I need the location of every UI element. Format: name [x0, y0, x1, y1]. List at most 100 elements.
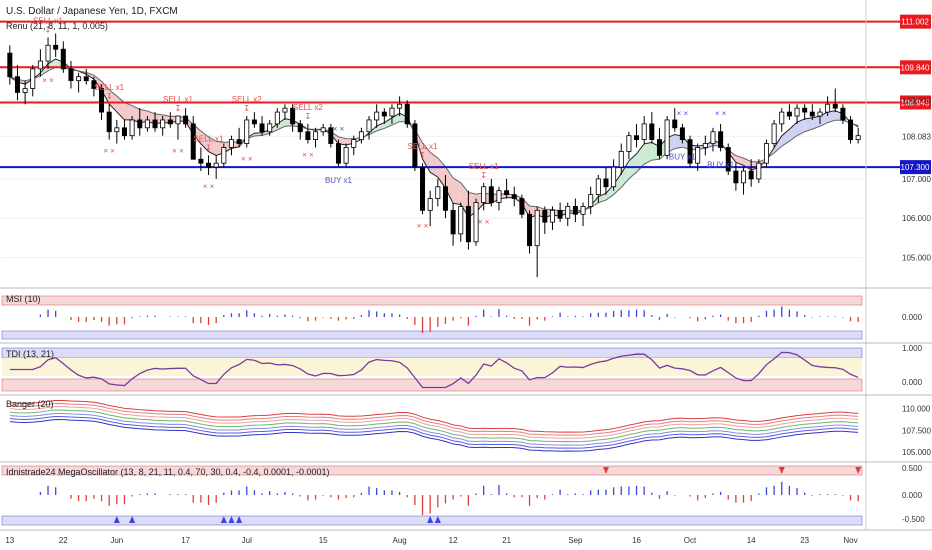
x-tick-label: 21 — [502, 536, 511, 545]
candle-body — [290, 107, 296, 125]
candle-body — [167, 119, 173, 125]
candle-body — [420, 166, 426, 211]
candle-body — [144, 119, 150, 129]
candle-body — [427, 198, 433, 211]
sell-arrow: ↧ — [106, 92, 113, 101]
candle-body — [840, 107, 846, 121]
x-tick-label: Sep — [568, 536, 583, 545]
ma-band-segment — [132, 105, 140, 123]
candle-body — [588, 194, 594, 207]
x-axis: 13 22 Jun 17 Jul 15 Aug 12 21 Sep 16 Oct 14 23 Nov — [5, 536, 857, 545]
candle-body — [756, 162, 762, 180]
sell-arrow: ↧ — [243, 104, 250, 113]
candle-body — [76, 76, 82, 82]
ma-band-segment — [636, 143, 645, 173]
candle-body — [595, 178, 601, 196]
candle-body — [183, 115, 189, 125]
buy-cross-marks: × × — [677, 109, 689, 118]
ma-band-segment — [797, 118, 805, 136]
ma-slow-line — [9, 66, 859, 212]
candle-body — [802, 107, 808, 113]
price-tick-label: 106.000 — [902, 214, 931, 223]
msi-upper-band — [1, 295, 863, 306]
banger-line — [9, 416, 859, 449]
candle-body — [68, 68, 74, 82]
candle-body — [137, 119, 143, 129]
candle-body — [213, 162, 219, 168]
candle-body — [771, 123, 777, 144]
banger-tick-label: 107.500 — [902, 426, 931, 435]
sell-signal-label: SELL x1 — [94, 83, 124, 92]
tdi-title: TDI (13, 21) — [6, 349, 54, 359]
candle-body — [718, 131, 724, 148]
candle-body — [366, 119, 372, 133]
sell-cross-marks: × × — [478, 217, 490, 226]
msi-lower-band — [1, 330, 863, 340]
candle-body — [534, 209, 540, 247]
x-tick-label: 16 — [632, 536, 641, 545]
candle-body — [14, 76, 20, 93]
buy-signal-label: BUY x1 — [707, 160, 735, 169]
mega-upper-band — [1, 465, 863, 476]
sell-arrow: ↧ — [45, 25, 52, 34]
candle-body — [221, 147, 227, 164]
candle-body — [305, 131, 311, 141]
ma-band-segment — [124, 102, 133, 120]
level-label: 108.945 — [901, 98, 930, 107]
candle-body — [733, 170, 739, 184]
candle-body — [786, 111, 792, 117]
mega-buy-arrow — [427, 516, 434, 523]
banger-line — [9, 399, 859, 433]
candle-body — [779, 111, 785, 125]
x-tick-label: Oct — [684, 536, 697, 545]
candle-body — [549, 209, 555, 223]
candle-body — [580, 206, 586, 215]
sell-arrow: ↧ — [419, 151, 426, 160]
sell-signal-label: SELL x1 — [163, 95, 193, 104]
sell-cross-marks: × × — [241, 154, 253, 163]
level-label: 111.002 — [901, 18, 929, 27]
ma-band-segment — [812, 115, 820, 130]
candle-body — [504, 190, 510, 196]
x-tick-label: 12 — [449, 536, 458, 545]
candle-body — [228, 139, 234, 148]
megaoscillator-title: Idnistrade24 MegaOscillator (13, 8, 21, … — [6, 467, 330, 477]
candle-body — [7, 52, 13, 78]
x-tick-label: 15 — [319, 536, 328, 545]
sell-cross-marks: × × — [417, 221, 429, 230]
symbol-title: U.S. Dollar / Japanese Yen, 1D, FXCM — [6, 6, 178, 17]
mega-buy-arrow — [113, 516, 120, 523]
mega-buy-arrow — [434, 516, 441, 523]
msi-tick-label: 0.000 — [902, 313, 923, 322]
candle-body — [37, 60, 43, 70]
candle-body — [274, 111, 280, 125]
mega-sell-arrow — [855, 467, 862, 474]
ma-band-segment — [613, 173, 622, 195]
ma-band-segment — [208, 136, 217, 156]
msi-panel: 0.000 — [1, 295, 923, 340]
ma-band-segment — [93, 75, 102, 91]
candle-body — [30, 68, 36, 89]
mega-tick-label: -0.500 — [902, 515, 925, 524]
ma-band-segment — [644, 142, 652, 165]
candle-body — [121, 127, 127, 137]
level-label: 107.300 — [901, 163, 930, 172]
candle-body — [748, 170, 754, 180]
level-badge — [900, 160, 931, 175]
candle-body — [389, 107, 395, 117]
sell-signal-label: SELL x1 — [408, 142, 438, 151]
price-tick-label: 105.000 — [902, 253, 931, 262]
candle-body — [572, 206, 578, 215]
ma-band-segment — [430, 152, 438, 178]
candle-body — [320, 127, 326, 133]
tdi-upper-band — [1, 347, 863, 359]
candle-body — [465, 206, 471, 243]
candle-body — [114, 127, 120, 133]
candle-body — [641, 123, 647, 141]
candle-body — [702, 143, 708, 148]
candle-body — [175, 115, 181, 125]
banger-line — [9, 406, 859, 439]
candle-body — [542, 209, 548, 223]
